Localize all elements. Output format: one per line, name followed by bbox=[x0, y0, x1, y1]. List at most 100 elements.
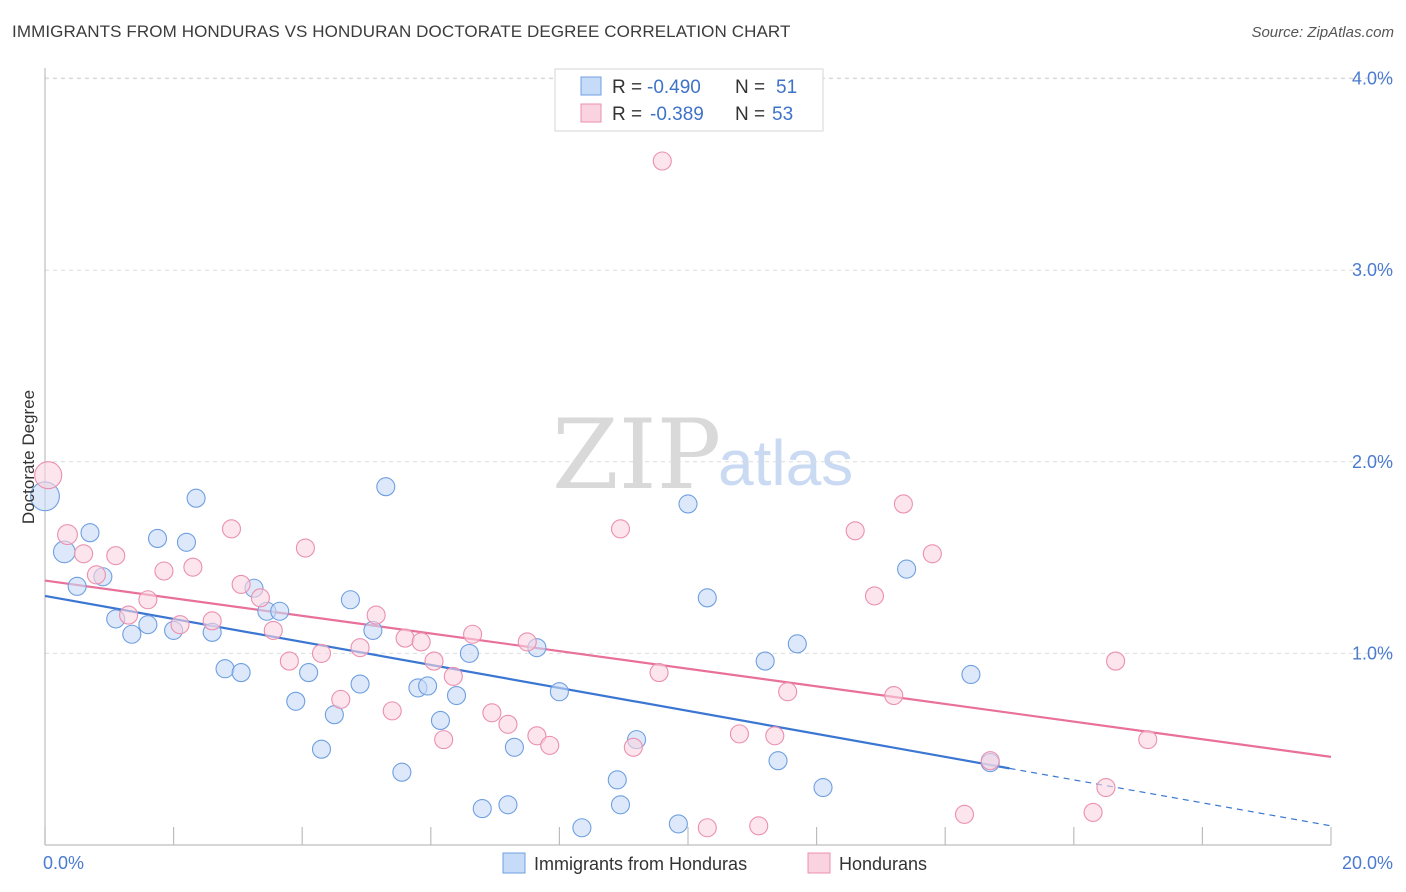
point-hondurans bbox=[765, 726, 785, 746]
point-hondurans bbox=[697, 818, 717, 838]
legend-n-value: 51 bbox=[776, 77, 797, 98]
point-immigrants bbox=[446, 686, 467, 706]
point-hondurans bbox=[778, 682, 798, 702]
point-immigrants bbox=[472, 799, 492, 819]
chart-title: IMMIGRANTS FROM HONDURAS VS HONDURAN DOC… bbox=[12, 22, 791, 41]
point-immigrants bbox=[186, 488, 206, 508]
point-hondurans bbox=[57, 524, 78, 546]
point-hondurans bbox=[366, 605, 386, 625]
point-hondurans bbox=[331, 689, 351, 709]
y-tick-label: 3.0% bbox=[1352, 260, 1393, 280]
point-hondurans bbox=[443, 666, 463, 686]
point-hondurans bbox=[202, 611, 222, 631]
trend-line-immigrants-extension bbox=[1009, 767, 1332, 827]
point-immigrants bbox=[176, 532, 197, 552]
point-immigrants bbox=[607, 770, 627, 790]
point-immigrants bbox=[961, 664, 981, 685]
point-hondurans bbox=[482, 703, 502, 723]
point-immigrants bbox=[668, 814, 688, 834]
point-hondurans bbox=[652, 151, 672, 171]
point-immigrants bbox=[350, 674, 370, 694]
legend-label-immigrants: Immigrants from Honduras bbox=[534, 854, 747, 874]
point-hondurans bbox=[295, 538, 315, 558]
point-immigrants bbox=[498, 795, 518, 815]
point-immigrants bbox=[215, 659, 235, 679]
point-immigrants bbox=[418, 676, 438, 696]
point-immigrants bbox=[504, 737, 524, 757]
correlation-legend: R = -0.490 N = 51 R = -0.389 N = 53 bbox=[554, 68, 824, 132]
point-immigrants bbox=[147, 528, 168, 548]
point-hondurans bbox=[463, 624, 483, 644]
point-hondurans bbox=[864, 586, 885, 606]
point-hondurans bbox=[382, 701, 402, 721]
x-tick-label: 20.0% bbox=[1342, 853, 1393, 873]
point-hondurans bbox=[350, 638, 370, 658]
point-hondurans bbox=[749, 816, 769, 836]
point-hondurans bbox=[1106, 651, 1126, 671]
point-immigrants bbox=[768, 751, 788, 771]
y-tick-label: 2.0% bbox=[1352, 452, 1393, 472]
point-hondurans bbox=[395, 628, 415, 648]
point-hondurans bbox=[263, 620, 283, 640]
point-hondurans bbox=[424, 651, 444, 671]
point-immigrants bbox=[813, 777, 833, 798]
point-hondurans bbox=[922, 544, 942, 564]
point-hondurans bbox=[517, 632, 537, 652]
point-hondurans bbox=[154, 561, 174, 581]
y-axis-label: Doctorate Degree bbox=[19, 390, 38, 524]
point-hondurans bbox=[434, 730, 454, 750]
point-hondurans bbox=[279, 651, 299, 671]
point-hondurans bbox=[34, 461, 63, 490]
point-hondurans bbox=[623, 737, 643, 757]
watermark-zip: ZIP bbox=[552, 399, 721, 511]
point-hondurans bbox=[411, 632, 431, 652]
point-immigrants bbox=[299, 663, 319, 683]
point-immigrants bbox=[392, 762, 412, 782]
point-immigrants bbox=[430, 710, 450, 731]
trend-line-immigrants bbox=[44, 594, 1010, 770]
point-hondurans bbox=[86, 565, 106, 585]
point-hondurans bbox=[540, 735, 560, 755]
point-hondurans bbox=[649, 663, 669, 683]
legend-label-hondurans: Hondurans bbox=[839, 854, 927, 874]
point-hondurans bbox=[231, 574, 251, 594]
x-tick-label: 0.0% bbox=[43, 853, 84, 873]
source-credit: Source: ZipAtlas.com bbox=[1251, 24, 1394, 41]
point-hondurans bbox=[729, 724, 749, 744]
point-hondurans bbox=[170, 615, 190, 635]
point-immigrants bbox=[787, 634, 807, 654]
legend-swatch-immigrants bbox=[580, 76, 602, 96]
point-hondurans bbox=[74, 544, 94, 564]
point-immigrants bbox=[138, 615, 158, 635]
point-hondurans bbox=[311, 643, 332, 663]
point-hondurans bbox=[138, 590, 158, 610]
point-immigrants bbox=[122, 624, 142, 644]
point-immigrants bbox=[459, 643, 479, 663]
point-hondurans bbox=[1096, 777, 1116, 798]
legend-n-label: N = bbox=[735, 104, 765, 125]
watermark: ZIP atlas bbox=[552, 399, 853, 511]
legend-n-label: N = bbox=[735, 77, 765, 98]
point-immigrants bbox=[610, 795, 631, 815]
legend-swatch-hondurans-bottom bbox=[807, 852, 831, 874]
legend-swatch-hondurans bbox=[580, 103, 602, 123]
legend-r-value: -0.490 bbox=[647, 77, 701, 98]
point-immigrants bbox=[340, 590, 360, 610]
trend-lines bbox=[44, 579, 1332, 827]
point-hondurans bbox=[527, 726, 547, 746]
point-hondurans bbox=[845, 521, 865, 541]
point-hondurans bbox=[221, 519, 242, 539]
axes: 1.0% 2.0% 3.0% 4.0% 0.0% 20.0% bbox=[43, 68, 1393, 873]
point-hondurans bbox=[884, 686, 904, 706]
point-immigrants bbox=[311, 739, 332, 759]
point-hondurans bbox=[183, 557, 203, 577]
watermark-atlas: atlas bbox=[718, 427, 853, 499]
point-hondurans bbox=[954, 804, 975, 824]
point-hondurans bbox=[1138, 730, 1158, 750]
point-immigrants bbox=[572, 818, 592, 838]
point-immigrants bbox=[286, 691, 306, 711]
point-immigrants bbox=[897, 559, 917, 579]
y-tick-label: 4.0% bbox=[1352, 69, 1393, 89]
point-hondurans bbox=[119, 605, 139, 625]
